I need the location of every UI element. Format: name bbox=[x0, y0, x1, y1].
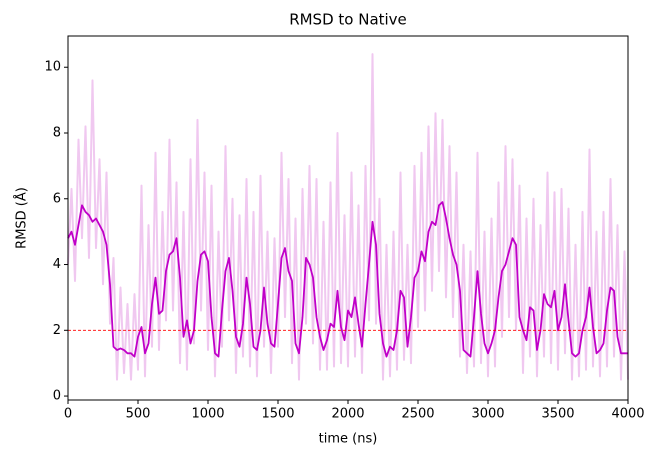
y-tick-label: 10 bbox=[44, 60, 61, 75]
y-axis-label: RMSD (Å) bbox=[14, 187, 30, 249]
x-tick-label: 1000 bbox=[191, 407, 224, 422]
x-tick-label: 500 bbox=[126, 407, 151, 422]
x-tick-label: 2000 bbox=[331, 407, 364, 422]
x-tick-label: 3000 bbox=[471, 407, 504, 422]
chart-title: RMSD to Native bbox=[289, 11, 407, 29]
y-tick-label: 2 bbox=[53, 323, 61, 338]
x-tick-label: 2500 bbox=[401, 407, 434, 422]
y-tick-label: 0 bbox=[53, 389, 61, 404]
x-tick-label: 3500 bbox=[541, 407, 574, 422]
x-tick-label: 0 bbox=[64, 407, 72, 422]
x-axis-label: time (ns) bbox=[319, 432, 378, 447]
x-tick-label: 1500 bbox=[261, 407, 294, 422]
y-tick-label: 6 bbox=[53, 191, 61, 206]
y-tick-label: 8 bbox=[53, 126, 61, 141]
x-tick-label: 4000 bbox=[611, 407, 644, 422]
data-line bbox=[67, 201, 628, 358]
data-line bbox=[67, 53, 629, 381]
y-tick-label: 4 bbox=[53, 257, 61, 272]
